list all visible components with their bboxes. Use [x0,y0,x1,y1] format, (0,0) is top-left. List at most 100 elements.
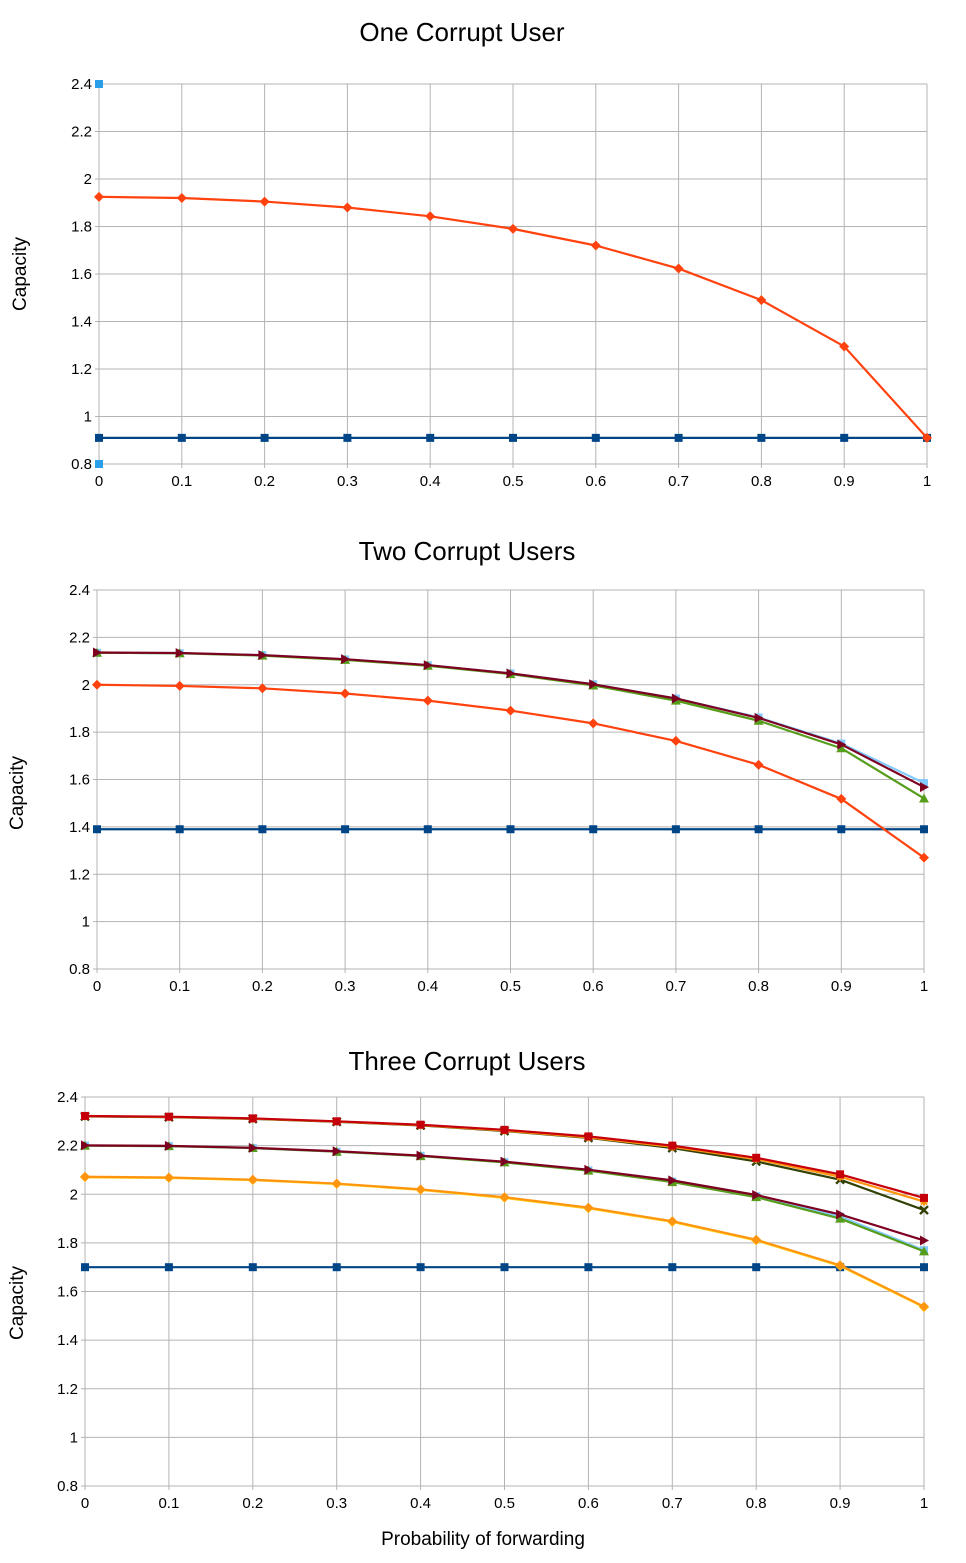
x-tick-label: 0.6 [585,473,606,490]
x-tick-label: 0.8 [748,978,769,995]
data-point [583,1202,594,1213]
x-tick-label: 0.8 [751,473,772,490]
y-tick-label: 2.2 [57,1138,78,1155]
data-point [757,433,766,442]
x-tick-label: 0.3 [326,1495,347,1512]
series-line-5 [93,647,929,793]
data-point [837,825,846,834]
data-point [670,735,681,746]
data-point [919,1205,929,1215]
y-tick-label: 2 [70,1186,78,1203]
data-point [588,718,599,729]
y-tick-label: 1 [84,409,92,426]
data-point [919,793,929,803]
data-point [839,341,850,352]
x-tick-label: 0.7 [662,1495,683,1512]
y-tick-label: 1.4 [57,1332,78,1349]
data-point [92,679,102,690]
data-point [752,1263,761,1272]
data-point [754,712,764,723]
x-tick-label: 0.1 [171,473,192,490]
y-tick-label: 2.4 [57,1089,78,1106]
y-tick-label: 1.6 [69,772,90,789]
x-tick-label: 0.5 [494,1495,515,1512]
data-point [836,1170,845,1179]
series-line-2 [92,679,929,863]
data-point [500,1263,509,1272]
data-point [343,433,352,442]
data-point [837,739,847,750]
x-tick-label: 0.2 [252,978,273,995]
data-point [920,779,928,788]
data-point [499,1192,510,1203]
data-point [175,825,184,834]
data-point [341,654,351,665]
y-tick-label: 0.8 [57,1478,78,1495]
data-point [81,1111,89,1120]
data-point [919,1246,929,1256]
data-point [423,825,432,834]
data-point [836,743,847,753]
y-tick-label: 2 [82,677,90,694]
series-line-1 [93,825,928,834]
data-point [920,1263,928,1272]
data-point [94,191,104,202]
chart-title: One Corrupt User [359,17,565,47]
data-point [426,433,435,442]
data-point [506,668,516,679]
data-point [258,650,268,661]
data-point [753,759,764,770]
y-tick-label: 1.2 [69,866,90,883]
x-axis-label: Probability of forwarding [381,1529,585,1550]
data-point [416,1120,425,1129]
data-point [177,433,186,442]
data-point [584,1164,594,1175]
data-point [95,460,103,468]
data-point [332,1263,341,1272]
data-point [756,295,767,306]
series-line-6 [81,1140,929,1246]
data-point [584,1263,593,1272]
y-tick-label: 1.8 [71,219,92,236]
data-point [176,193,187,203]
y-tick-label: 1.4 [69,819,90,836]
x-tick-label: 0.5 [503,473,524,490]
series-line-2 [94,191,932,443]
y-tick-label: 1.8 [69,724,90,741]
data-point [425,211,436,222]
data-point [416,1150,426,1161]
x-tick-label: 0 [81,1495,89,1512]
y-tick-label: 2.4 [69,582,90,599]
y-tick-label: 1.6 [57,1284,78,1301]
data-point [840,433,849,442]
data-point [259,196,270,207]
data-point [93,647,102,658]
data-point [258,825,267,834]
y-axis-label: Capacity [10,237,31,311]
data-point [674,433,683,442]
x-tick-label: 0.3 [337,473,358,490]
data-point [752,1189,762,1200]
x-tick-label: 0.3 [335,978,356,995]
data-point [500,1156,510,1167]
data-point [589,825,598,834]
data-point [248,1263,257,1272]
x-tick-label: 0.6 [578,1495,599,1512]
y-tick-label: 1 [70,1429,78,1446]
y-tick-label: 0.8 [71,456,92,473]
data-point [668,1141,677,1150]
x-tick-label: 0.9 [831,978,852,995]
y-tick-label: 1.8 [57,1235,78,1252]
x-tick-label: 0.8 [746,1495,767,1512]
data-point [835,1213,846,1223]
data-point [340,688,351,699]
data-point [415,1184,426,1195]
data-point [93,825,101,834]
x-tick-label: 0.4 [417,978,438,995]
y-tick-label: 0.8 [69,961,90,978]
data-point [332,1146,342,1157]
y-tick-label: 1.4 [71,314,92,331]
series-line-3 [80,1171,929,1312]
data-point [423,660,433,671]
